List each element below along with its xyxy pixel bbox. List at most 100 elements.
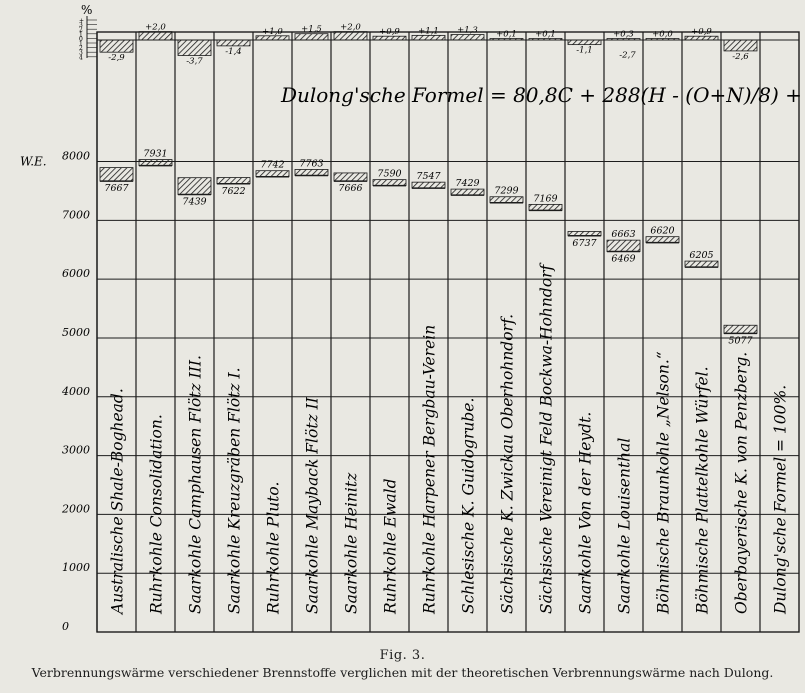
percent-bar [723,39,758,52]
percent-label: +2,0 [340,23,361,33]
y-tick-label: 6000 [62,267,90,280]
category-label: Saarkohle Camphausen Flötz III. [187,355,205,614]
bar-value-label: 7299 [494,186,518,197]
percent-label: +0,3 [613,30,634,40]
percent-bar [528,38,563,41]
percent-label: +0,0 [652,30,673,40]
bar-value-label: 6620 [650,226,674,237]
percent-bar [567,39,602,46]
bar-value-label: 7763 [299,158,323,169]
percent-bar [645,38,680,41]
percent-bar [294,33,329,41]
chart-labels: 0 1000 2000 3000 4000 5000 6000 7000 8000 W.E.%+3… [20,3,790,633]
percent-label-2: -2,7 [619,51,636,61]
y-tick-label: 0 [62,620,69,633]
percent-tick-label: + [79,18,84,25]
bar-hatch [255,170,290,178]
chart-title: Dulong'sche Formel = 80,8C + 288(H - (O+… [280,83,805,107]
percent-tick-label: 3 [79,50,83,57]
bar-hatch [645,236,680,244]
y-tick-label: 5000 [62,326,90,339]
bar-value-label: 7547 [416,171,441,182]
bar-value-label: 7931 [143,149,167,160]
bar-value-label: 7742 [260,160,284,171]
percent-label: +0,9 [691,27,712,37]
percent-label: -2,9 [108,53,125,63]
bar-value-label: 7590 [377,169,401,180]
bar-hatch [372,179,407,187]
percent-label: +0,1 [535,30,556,40]
grid-lines [86,16,800,633]
bar-hatch [333,172,368,182]
percent-label: -3,7 [186,57,203,67]
bar-value-label: 7666 [338,183,362,194]
category-label: Dulong'sche Formel = 100%. [772,385,790,615]
percent-axis-label: % [81,3,92,17]
bar-value-label: 7667 [104,183,129,194]
percent-tick-label: 4 [79,54,83,61]
bar-value-label: 6205 [689,250,713,261]
category-label: Ruhrkohle Consolidation. [148,414,166,615]
percent-label: +0,1 [496,30,517,40]
percent-bar [99,39,134,53]
category-label: Ruhrkohle Pluto. [265,482,283,615]
y-tick-label: 4000 [61,385,90,398]
percent-label: +1,5 [301,25,322,35]
bar-hatch [294,169,329,176]
category-label: Saarkohle Louisenthal [616,438,634,614]
percent-tick-label: 3 [79,22,83,29]
bar-value-label-2: 6469 [611,254,635,265]
y-tick-label: 1000 [62,561,90,574]
bar-hatch [489,196,524,204]
percent-tick-label: 0 [79,36,83,43]
percent-bar [372,35,407,41]
percent-label: +1,0 [262,27,283,37]
category-label: Oberbayerische K. von Penzberg. [733,352,751,614]
bar-hatch [684,260,719,268]
y-tick-label: 7000 [62,208,90,221]
y-axis-label: W.E. [20,155,47,169]
y-tick-label: 8000 [62,150,90,163]
y-tick-label: 2000 [61,502,90,515]
bar-value-label: 5077 [728,335,753,346]
category-label: Böhmische Plattelkohle Würfel. [694,366,712,615]
percent-tick-label: 1 [79,41,83,48]
category-label: Saarkohle Kreuzgräben Flötz I. [226,367,244,614]
category-label: Schlesische K. Guidogrube. [460,398,478,614]
bar-value-label: 7439 [182,197,206,208]
figure-number: Fig. 3. [379,648,426,663]
percent-label: -2,6 [732,52,749,62]
percent-bar [489,38,524,41]
percent-tick-label: 2 [79,27,83,34]
percent-bar [255,35,290,41]
percent-label: -1,4 [225,47,241,57]
bar-hatch [216,177,251,185]
bar-hatch [606,239,641,252]
bar-hatch [177,177,212,195]
percent-bar [606,38,641,41]
percent-tick-label: 1 [79,31,83,38]
percent-bar [450,34,485,41]
bar-hatch [450,188,485,196]
category-label: Ruhrkohle Harpener Bergbau-Verein [421,325,439,615]
bar-hatch [99,167,134,182]
percent-label: +2,0 [145,23,166,33]
category-label: Sächsische Vereinigt Feld Bockwa-Hohndor… [538,261,556,614]
bar-hatch [528,203,563,211]
category-label: Saarkohle Heinitz [343,472,361,614]
percent-label: +0,9 [379,27,400,37]
category-label: Ruhrkohle Ewald [382,478,400,615]
bar-value-label: 7429 [455,178,479,189]
y-tick-label: 3000 [62,444,90,457]
bar-hatch [138,159,173,166]
bar-value-label: 7622 [221,186,245,197]
percent-tick-label: 2 [79,45,83,52]
percent-bar [177,39,212,56]
bar-hatch [723,324,758,334]
bar-hatch [411,181,446,189]
percent-label: +1,1 [418,26,439,36]
percent-bar [138,31,173,41]
bar-value-label: 6737 [572,238,597,249]
